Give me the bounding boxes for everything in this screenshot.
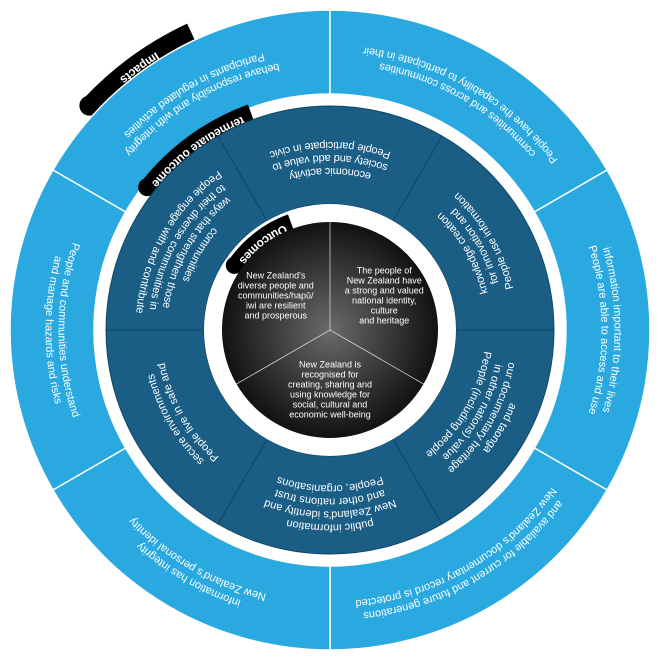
outcomes-text-2: New Zealand isrecognised forcreating, sh… <box>288 360 372 420</box>
outcomes-radial-diagram: ImpactsParticipants in regulated activit… <box>0 0 660 660</box>
outcomes-text-0: New Zealand'sdiverse people andcommuniti… <box>238 271 314 321</box>
